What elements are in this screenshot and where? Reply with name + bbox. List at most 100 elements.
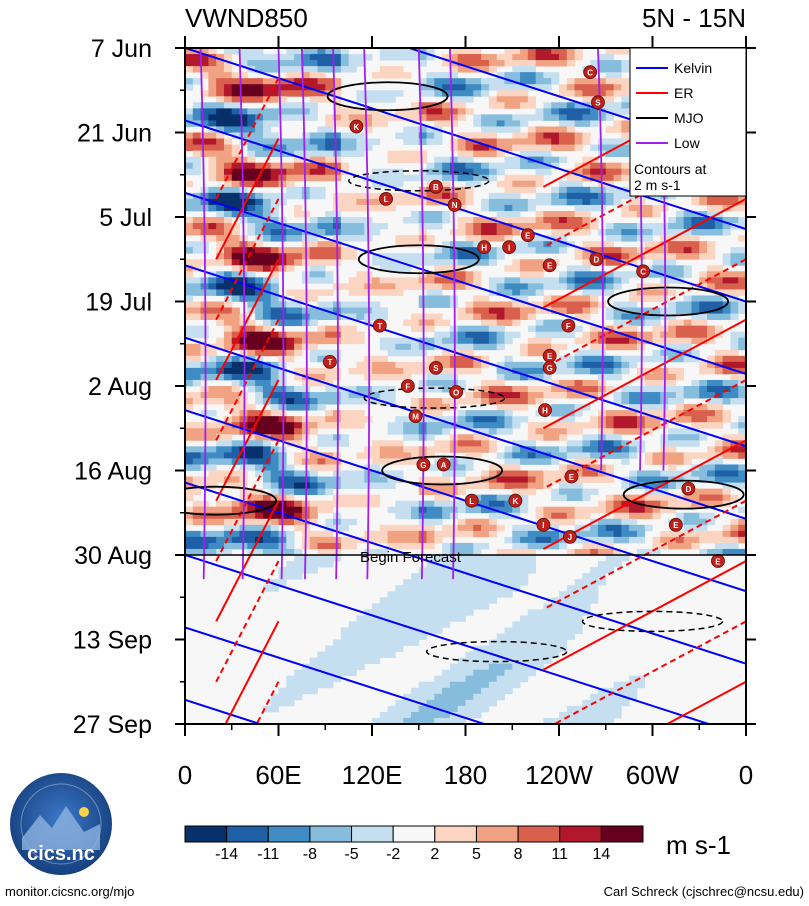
field-cell (348, 54, 357, 61)
field-cell (442, 615, 451, 622)
field-cell (543, 615, 552, 622)
field-cell (410, 615, 420, 622)
field-cell (309, 530, 318, 538)
field-cell (597, 693, 607, 701)
field-cell (379, 524, 388, 532)
field-cell (520, 398, 529, 405)
field-cell (496, 307, 505, 314)
field-cell (348, 663, 357, 671)
field-cell (566, 114, 575, 121)
field-cell (691, 440, 700, 447)
field-cell (551, 241, 560, 248)
field-cell (442, 561, 451, 568)
field-cell (574, 494, 583, 502)
field-cell (496, 253, 505, 260)
field-cell (473, 579, 482, 586)
field-cell (301, 132, 311, 139)
field-cell (317, 90, 326, 97)
field-cell (605, 96, 614, 103)
field-cell (216, 204, 225, 212)
field-cell (340, 138, 350, 145)
field-cell (262, 416, 272, 423)
field-cell (262, 301, 272, 308)
field-cell (294, 482, 303, 490)
field-cell (317, 349, 326, 357)
field-cell (239, 168, 248, 176)
field-cell (301, 102, 311, 109)
field-cell (707, 295, 716, 302)
field-cell (216, 548, 225, 556)
field-cell (223, 283, 233, 290)
field-cell (551, 108, 560, 115)
field-cell (317, 241, 326, 248)
field-cell (520, 84, 529, 91)
field-cell (239, 78, 248, 85)
field-cell (317, 78, 326, 85)
field-cell (239, 132, 248, 139)
field-cell (722, 367, 731, 375)
field-cell (379, 223, 388, 230)
field-cell (340, 223, 350, 230)
field-cell (231, 198, 240, 206)
field-cell (504, 548, 513, 556)
field-cell (699, 241, 708, 248)
field-cell (192, 422, 201, 429)
field-cell (418, 603, 427, 610)
field-cell (403, 72, 412, 79)
field-cell (317, 555, 326, 562)
field-cell (372, 645, 381, 652)
field-cell (574, 591, 583, 598)
field-cell (294, 174, 303, 182)
field-cell (262, 319, 272, 327)
field-cell (426, 561, 435, 568)
field-cell (473, 247, 482, 254)
field-cell (247, 78, 256, 85)
field-cell (590, 476, 599, 483)
field-cell (294, 555, 303, 562)
field-cell (372, 307, 381, 314)
field-cell (317, 150, 326, 158)
field-cell (356, 386, 365, 393)
field-cell (629, 476, 638, 483)
field-cell (356, 615, 365, 622)
field-cell (652, 458, 661, 465)
field-cell (605, 367, 614, 375)
field-cell (699, 524, 708, 532)
field-cell (652, 379, 661, 387)
field-cell (270, 259, 279, 266)
field-cell (652, 204, 661, 212)
field-cell (231, 223, 240, 230)
field-cell (395, 277, 404, 284)
field-cell (629, 337, 638, 345)
field-cell (582, 84, 591, 91)
field-cell (473, 446, 482, 453)
field-cell (512, 277, 521, 284)
field-cell (208, 301, 217, 308)
field-cell (325, 482, 334, 490)
field-cell (255, 452, 264, 459)
field-cell (192, 289, 201, 296)
field-cell (286, 561, 295, 568)
field-cell (473, 518, 482, 526)
field-cell (520, 458, 529, 465)
field-cell (348, 657, 357, 665)
field-cell (613, 687, 622, 695)
field-cell (582, 192, 591, 200)
field-cell (722, 277, 731, 284)
field-cell (566, 705, 575, 713)
field-cell (707, 458, 716, 465)
field-cell (442, 180, 451, 188)
field-cell (574, 524, 583, 532)
field-cell (691, 313, 700, 321)
field-cell (465, 464, 474, 471)
field-cell (636, 506, 646, 514)
field-cell (216, 114, 225, 121)
field-cell (325, 325, 334, 333)
field-cell (488, 476, 498, 483)
field-cell (192, 542, 201, 550)
field-cell (629, 452, 638, 459)
field-cell (559, 470, 568, 477)
field-cell (699, 283, 708, 290)
field-cell (465, 705, 474, 713)
field-cell (512, 247, 521, 254)
